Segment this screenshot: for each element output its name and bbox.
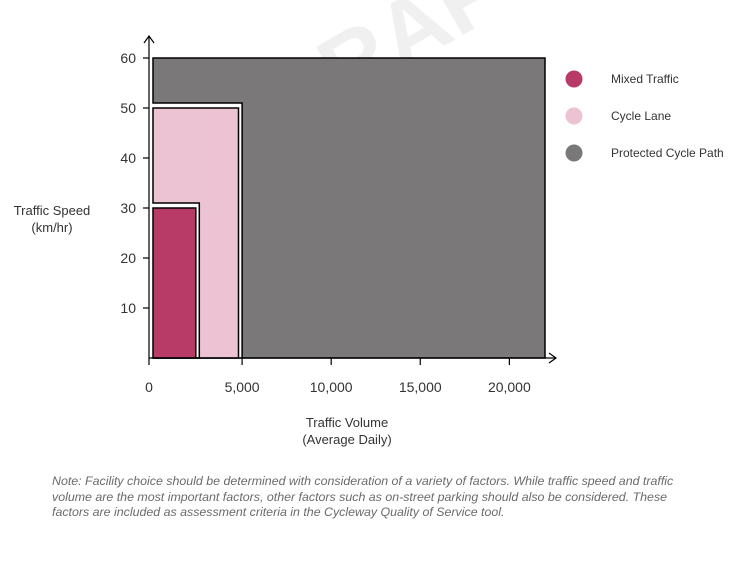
x-tick-label: 15,000	[399, 379, 442, 395]
x-tick-label: 5,000	[225, 379, 260, 395]
chart-note: Note: Facility choice should be determin…	[52, 474, 674, 519]
y-tick-label: 50	[120, 100, 136, 116]
legend-swatch-mixed-traffic	[565, 70, 583, 88]
region-protected-cycle-path	[152, 57, 546, 359]
legend-label-protected-cycle-path: Protected Cycle Path	[611, 146, 724, 160]
x-axis-title: (Average Daily)	[302, 432, 391, 447]
series-layer	[152, 57, 546, 359]
region-mixed-traffic	[152, 207, 197, 359]
y-tick-label: 30	[120, 200, 136, 216]
x-axis-arrow	[548, 352, 558, 364]
y-axis-title: Traffic Speed	[14, 203, 91, 218]
axis-titles: Traffic Speed (km/hr) Traffic Volume (Avera…	[14, 203, 392, 447]
legend-label-cycle-lane: Cycle Lane	[611, 109, 671, 123]
y-axis-arrow	[143, 34, 155, 44]
legend: Mixed Traffic Cycle Lane Protected Cycle P…	[565, 70, 724, 162]
y-tick-label: 40	[120, 150, 136, 166]
y-tick-label: 20	[120, 250, 136, 266]
y-tick-label: 10	[120, 300, 136, 316]
y-tick-label: 60	[120, 50, 136, 66]
axes	[143, 34, 558, 364]
region-cycle-lane	[152, 107, 240, 359]
x-axis-title: Traffic Volume	[306, 415, 388, 430]
legend-label-mixed-traffic: Mixed Traffic	[611, 72, 679, 86]
x-tick-label: 10,000	[310, 379, 353, 395]
ticks: 10 20 30 40 50 60 0 5,000 10,000 15,000 20,000	[120, 50, 531, 395]
legend-swatch-protected-cycle-path	[565, 144, 583, 162]
legend-swatch-cycle-lane	[565, 107, 583, 125]
x-tick-label: 20,000	[488, 379, 531, 395]
y-axis-title: (km/hr)	[31, 220, 72, 235]
x-tick-label: 0	[145, 379, 153, 395]
